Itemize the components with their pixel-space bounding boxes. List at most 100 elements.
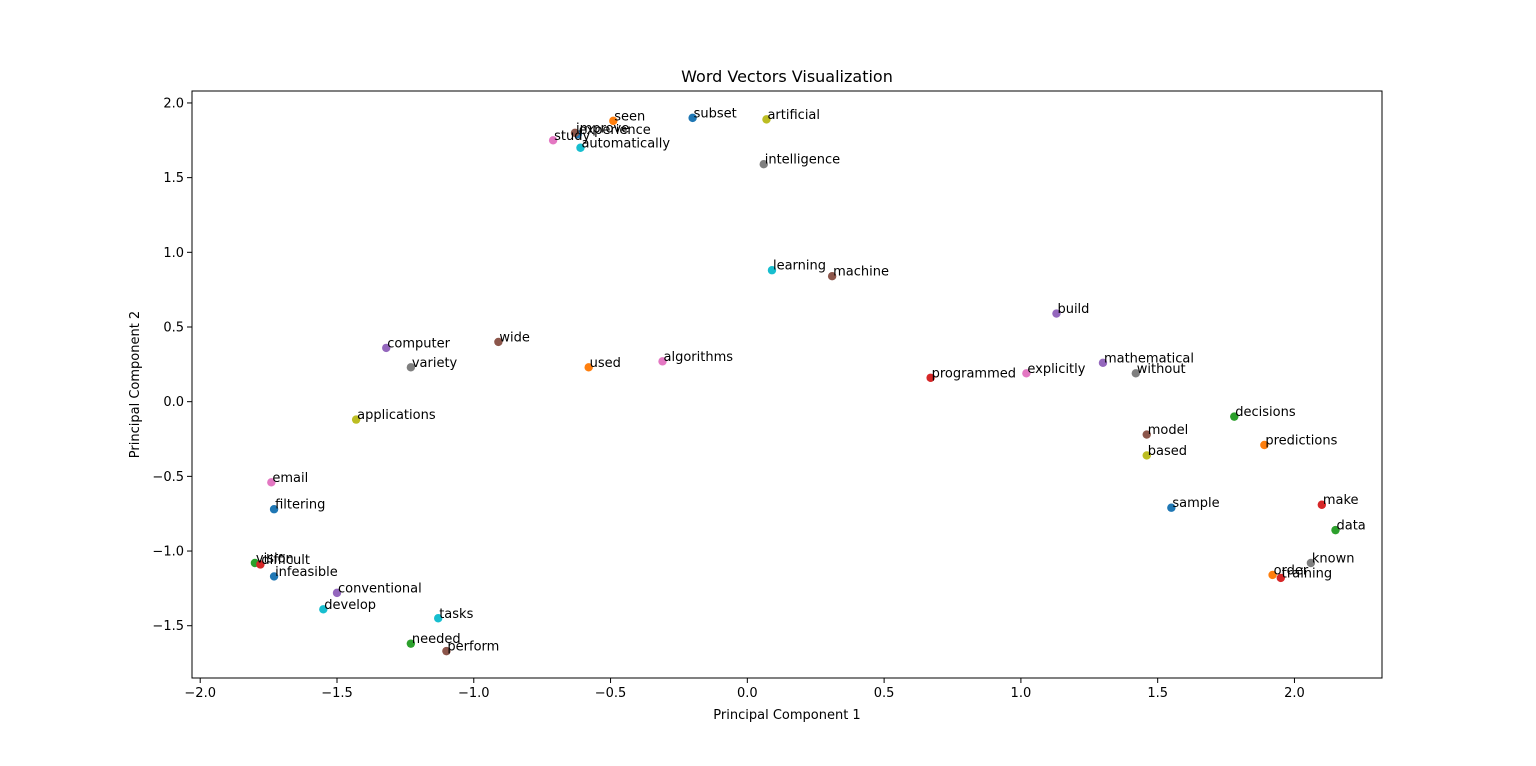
data-point-develop bbox=[319, 605, 328, 614]
point-label-variety: variety bbox=[412, 356, 458, 371]
point-label-machine: machine bbox=[833, 265, 889, 280]
point-label-build: build bbox=[1057, 302, 1089, 317]
x-tick-label: −1.0 bbox=[458, 686, 490, 701]
point-label-mathematical: mathematical bbox=[1104, 351, 1194, 366]
data-point-sample bbox=[1167, 503, 1176, 512]
point-label-model: model bbox=[1148, 423, 1188, 438]
data-point-email bbox=[267, 478, 276, 487]
point-label-algorithms: algorithms bbox=[664, 350, 734, 365]
point-label-used: used bbox=[590, 356, 621, 371]
point-label-sample: sample bbox=[1172, 496, 1219, 511]
data-point-based bbox=[1142, 451, 1151, 460]
x-tick-label: 2.0 bbox=[1284, 686, 1305, 701]
data-point-computer bbox=[382, 343, 391, 353]
x-tick-label: 0.0 bbox=[737, 686, 758, 701]
data-point-decisions bbox=[1230, 412, 1239, 421]
y-tick-label: 0.5 bbox=[163, 320, 184, 335]
y-tick-label: 0.0 bbox=[163, 395, 184, 410]
y-tick-label: −0.5 bbox=[152, 470, 184, 485]
point-label-training: training bbox=[1282, 566, 1332, 581]
data-point-conventional bbox=[332, 588, 342, 598]
point-label-known: known bbox=[1312, 551, 1355, 566]
data-point-artificial bbox=[762, 115, 771, 124]
data-point-filtering bbox=[269, 505, 279, 514]
x-tick-label: −2.0 bbox=[184, 686, 216, 701]
x-tick-label: 0.5 bbox=[874, 686, 895, 701]
data-point-tasks bbox=[434, 614, 443, 623]
point-label-needed: needed bbox=[412, 632, 461, 647]
point-label-vision: vision bbox=[256, 551, 294, 566]
x-axis: −2.0 −1.5 −1.0 −0.5 0.0 0.5 1.0 1.5 2.0 bbox=[184, 678, 1305, 701]
point-label-seen: seen bbox=[614, 109, 645, 124]
data-point-difficult bbox=[256, 560, 265, 569]
x-tick-label: −0.5 bbox=[595, 686, 627, 701]
point-label-subset: subset bbox=[694, 106, 737, 121]
data-point-improve bbox=[570, 128, 580, 138]
point-label-conventional: conventional bbox=[338, 581, 422, 596]
chart-title: Word Vectors Visualization bbox=[681, 67, 893, 86]
data-point-used bbox=[584, 363, 593, 372]
point-label-intelligence: intelligence bbox=[765, 153, 840, 168]
x-tick-label: 1.5 bbox=[1147, 686, 1168, 701]
y-axis: −1.5 −1.0 −0.5 0.0 0.5 1.0 1.5 2.0 bbox=[152, 96, 192, 634]
data-point-applications bbox=[351, 415, 361, 424]
x-tick-label: −1.5 bbox=[321, 686, 353, 701]
data-point-machine bbox=[827, 272, 837, 281]
data-point-training bbox=[1276, 573, 1285, 583]
point-label-make: make bbox=[1323, 493, 1359, 508]
data-point-wide bbox=[494, 337, 503, 347]
point-label-decisions: decisions bbox=[1235, 405, 1296, 420]
data-point-algorithms bbox=[658, 357, 667, 366]
point-label-computer: computer bbox=[387, 336, 450, 351]
y-axis-label: Principal Component 2 bbox=[128, 311, 143, 458]
point-label-data: data bbox=[1336, 519, 1365, 534]
data-point-explicitly bbox=[1022, 369, 1031, 378]
y-tick-label: −1.5 bbox=[152, 619, 184, 634]
point-labels: subset seenexperienceimprovestudyautomati… bbox=[256, 106, 1366, 654]
x-tick-label: 1.0 bbox=[1011, 686, 1032, 701]
data-points bbox=[250, 113, 1340, 656]
point-label-programmed: programmed bbox=[932, 366, 1016, 381]
data-point-data bbox=[1331, 525, 1340, 535]
data-point-seen bbox=[609, 116, 618, 126]
data-point-programmed bbox=[926, 373, 935, 382]
point-label-difficult: difficult bbox=[261, 553, 310, 568]
point-label-applications: applications bbox=[357, 408, 436, 423]
data-point-perform bbox=[442, 646, 451, 656]
point-label-develop: develop bbox=[324, 598, 376, 613]
point-label-infeasible: infeasible bbox=[275, 565, 338, 580]
plot-area bbox=[191, 90, 1383, 679]
point-label-based: based bbox=[1148, 444, 1187, 459]
data-point-order bbox=[1268, 570, 1277, 580]
data-point-infeasible bbox=[269, 572, 279, 581]
data-point-intelligence bbox=[759, 159, 768, 169]
point-label-automatically: automatically bbox=[581, 136, 670, 151]
y-tick-label: −1.0 bbox=[152, 545, 184, 560]
point-label-email: email bbox=[272, 471, 308, 486]
data-point-subset bbox=[688, 113, 697, 123]
data-point-variety bbox=[406, 363, 416, 372]
data-point-known bbox=[1306, 558, 1316, 568]
point-label-order: order bbox=[1274, 563, 1309, 578]
point-label-predictions: predictions bbox=[1265, 433, 1337, 448]
point-label-filtering: filtering bbox=[275, 498, 325, 513]
data-point-automatically bbox=[576, 143, 585, 152]
data-point-needed bbox=[406, 639, 416, 648]
data-point-predictions bbox=[1260, 440, 1269, 450]
y-tick-label: 2.0 bbox=[163, 96, 184, 111]
point-label-improve: improve bbox=[576, 121, 629, 136]
point-label-explicitly: explicitly bbox=[1027, 362, 1085, 377]
data-point-model bbox=[1142, 430, 1151, 439]
x-axis-label: Principal Component 1 bbox=[713, 708, 860, 723]
point-label-perform: perform bbox=[447, 640, 499, 655]
point-label-artificial: artificial bbox=[767, 108, 820, 123]
point-label-tasks: tasks bbox=[439, 607, 473, 622]
point-label-without: without bbox=[1137, 362, 1186, 377]
data-point-without bbox=[1131, 369, 1140, 378]
data-point-build bbox=[1052, 309, 1061, 318]
point-label-wide: wide bbox=[499, 330, 530, 345]
data-point-mathematical bbox=[1098, 358, 1108, 368]
y-tick-label: 1.0 bbox=[163, 246, 184, 261]
